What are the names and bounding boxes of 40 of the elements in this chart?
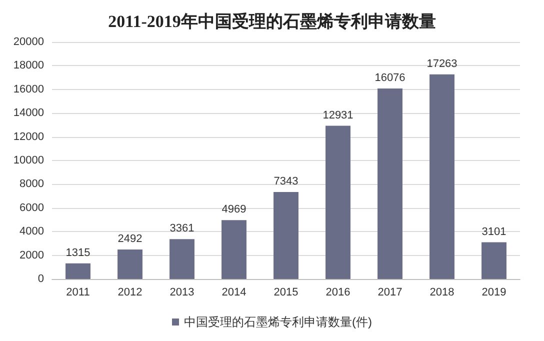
x-tick-label: 2018 bbox=[430, 286, 454, 298]
legend-label: 中国受理的石墨烯专利申请数量(件) bbox=[184, 315, 372, 329]
bar bbox=[378, 88, 402, 279]
y-tick-label: 6000 bbox=[20, 202, 44, 214]
bar bbox=[66, 263, 90, 279]
bar bbox=[118, 249, 142, 279]
data-label: 7343 bbox=[274, 175, 298, 188]
y-tick-label: 8000 bbox=[20, 178, 44, 190]
y-tick-label: 0 bbox=[38, 273, 44, 285]
bar bbox=[326, 126, 350, 279]
bar bbox=[482, 242, 506, 279]
y-tick-label: 2000 bbox=[20, 249, 44, 262]
chart-title: 2011-2019年中国受理的石墨烯专利申请数量 bbox=[108, 12, 436, 31]
y-tick-label: 18000 bbox=[13, 60, 44, 72]
x-tick-label: 2014 bbox=[222, 286, 246, 298]
data-label: 12931 bbox=[322, 109, 354, 122]
y-tick-label: 12000 bbox=[13, 130, 44, 143]
data-label: 16076 bbox=[374, 72, 406, 84]
y-tick-label: 10000 bbox=[13, 154, 44, 166]
x-tick-label: 2015 bbox=[274, 286, 298, 298]
x-tick-label: 2016 bbox=[326, 286, 350, 298]
bar bbox=[430, 74, 454, 279]
x-tick-label: 2017 bbox=[378, 286, 402, 298]
data-label: 3101 bbox=[482, 226, 506, 238]
x-tick-label: 2019 bbox=[482, 286, 506, 298]
bar bbox=[274, 192, 298, 279]
y-tick-label: 20000 bbox=[13, 36, 44, 48]
x-tick-label: 2012 bbox=[118, 286, 142, 298]
data-label: 4969 bbox=[222, 204, 246, 216]
data-label: 3361 bbox=[170, 222, 194, 235]
data-label: 1315 bbox=[66, 246, 90, 259]
y-tick-label: 4000 bbox=[20, 226, 44, 238]
x-tick-label: 2011 bbox=[66, 286, 90, 298]
y-tick-label: 14000 bbox=[13, 107, 44, 120]
bar bbox=[222, 220, 246, 279]
bar bbox=[170, 239, 194, 279]
y-tick-label: 16000 bbox=[13, 83, 44, 96]
data-label: 2492 bbox=[118, 232, 142, 245]
data-label: 17263 bbox=[426, 58, 458, 70]
x-tick-label: 2013 bbox=[170, 286, 194, 298]
